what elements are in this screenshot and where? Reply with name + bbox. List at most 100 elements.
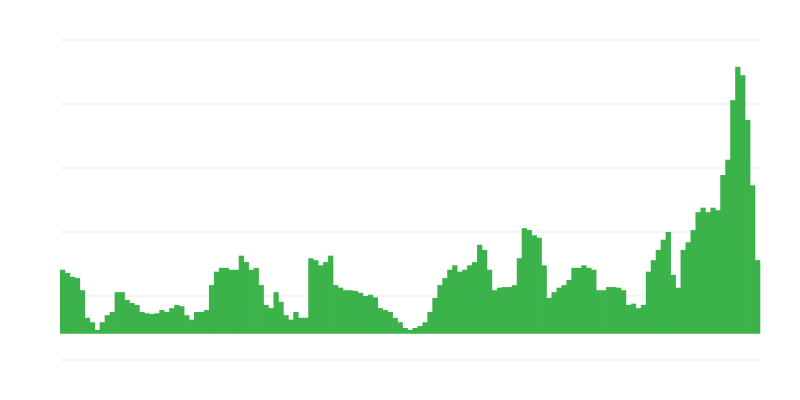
bar <box>685 242 691 334</box>
bar <box>323 262 329 334</box>
bar <box>392 317 398 334</box>
bar <box>715 210 721 334</box>
bar <box>417 326 423 334</box>
bar <box>233 269 240 334</box>
bar <box>338 287 344 334</box>
bar <box>69 276 76 334</box>
bar <box>755 260 761 334</box>
bar <box>620 290 627 334</box>
bar <box>298 317 304 334</box>
bar <box>377 308 383 334</box>
bar <box>169 308 175 334</box>
bar <box>625 304 632 334</box>
bar <box>99 322 105 334</box>
bar <box>367 294 374 334</box>
bar <box>531 235 537 334</box>
bar <box>566 280 572 334</box>
bar <box>362 296 369 334</box>
bar <box>189 319 195 334</box>
bar <box>720 175 726 334</box>
bar <box>154 313 160 334</box>
bar <box>640 304 647 334</box>
bar <box>134 304 140 334</box>
bar <box>660 239 666 334</box>
bar <box>571 267 577 334</box>
bar <box>283 315 289 334</box>
bar <box>740 75 746 334</box>
bar <box>258 285 264 334</box>
bar <box>397 322 403 334</box>
bar <box>248 269 254 334</box>
bar <box>273 292 279 334</box>
bar <box>124 299 130 334</box>
bar <box>477 244 483 334</box>
bar <box>611 287 617 334</box>
bar <box>213 271 220 334</box>
bar <box>328 255 334 334</box>
bar <box>710 207 716 334</box>
bar <box>347 290 354 334</box>
bar <box>139 312 145 334</box>
bar <box>511 285 518 334</box>
bar <box>521 228 527 334</box>
bar <box>705 212 711 334</box>
bar <box>432 297 438 334</box>
bar <box>179 306 185 334</box>
bar <box>218 267 225 334</box>
bar <box>680 249 686 334</box>
bar <box>278 301 284 334</box>
bar <box>422 322 428 334</box>
bar <box>352 290 359 334</box>
bar <box>64 272 71 334</box>
bar <box>382 310 388 334</box>
bar <box>263 304 269 334</box>
bar <box>159 310 165 334</box>
bar <box>650 260 657 334</box>
bar <box>228 269 235 334</box>
bar <box>447 269 453 334</box>
bar <box>601 290 607 334</box>
bar <box>665 232 671 334</box>
bar <box>745 120 751 334</box>
bar <box>591 269 597 334</box>
bar <box>412 328 418 334</box>
bar <box>556 287 562 334</box>
bar <box>516 258 523 334</box>
bar <box>407 329 413 334</box>
bar <box>129 303 135 334</box>
bar <box>481 249 488 334</box>
bar <box>164 312 170 334</box>
bar <box>452 265 458 334</box>
bar <box>541 265 547 334</box>
bar <box>437 285 443 334</box>
bar <box>199 312 205 334</box>
bar <box>308 258 314 334</box>
bar <box>74 278 81 334</box>
bar <box>735 66 741 334</box>
bar <box>526 230 532 334</box>
bar <box>427 312 433 334</box>
bar <box>462 269 468 334</box>
bar <box>576 267 582 334</box>
bar <box>472 262 478 334</box>
bar <box>402 328 408 334</box>
bar <box>313 260 319 334</box>
bar <box>104 315 110 334</box>
bar <box>60 269 66 334</box>
bar <box>238 255 244 334</box>
bar <box>223 267 230 334</box>
bar <box>606 287 612 334</box>
bar <box>486 269 493 334</box>
bar <box>268 308 274 334</box>
bar <box>457 271 463 334</box>
bar <box>109 312 115 334</box>
bar <box>586 267 592 334</box>
bar <box>342 290 349 334</box>
bar <box>496 287 503 334</box>
bar <box>303 317 309 334</box>
bar <box>700 207 706 334</box>
bar <box>730 100 736 334</box>
bar <box>675 287 681 334</box>
